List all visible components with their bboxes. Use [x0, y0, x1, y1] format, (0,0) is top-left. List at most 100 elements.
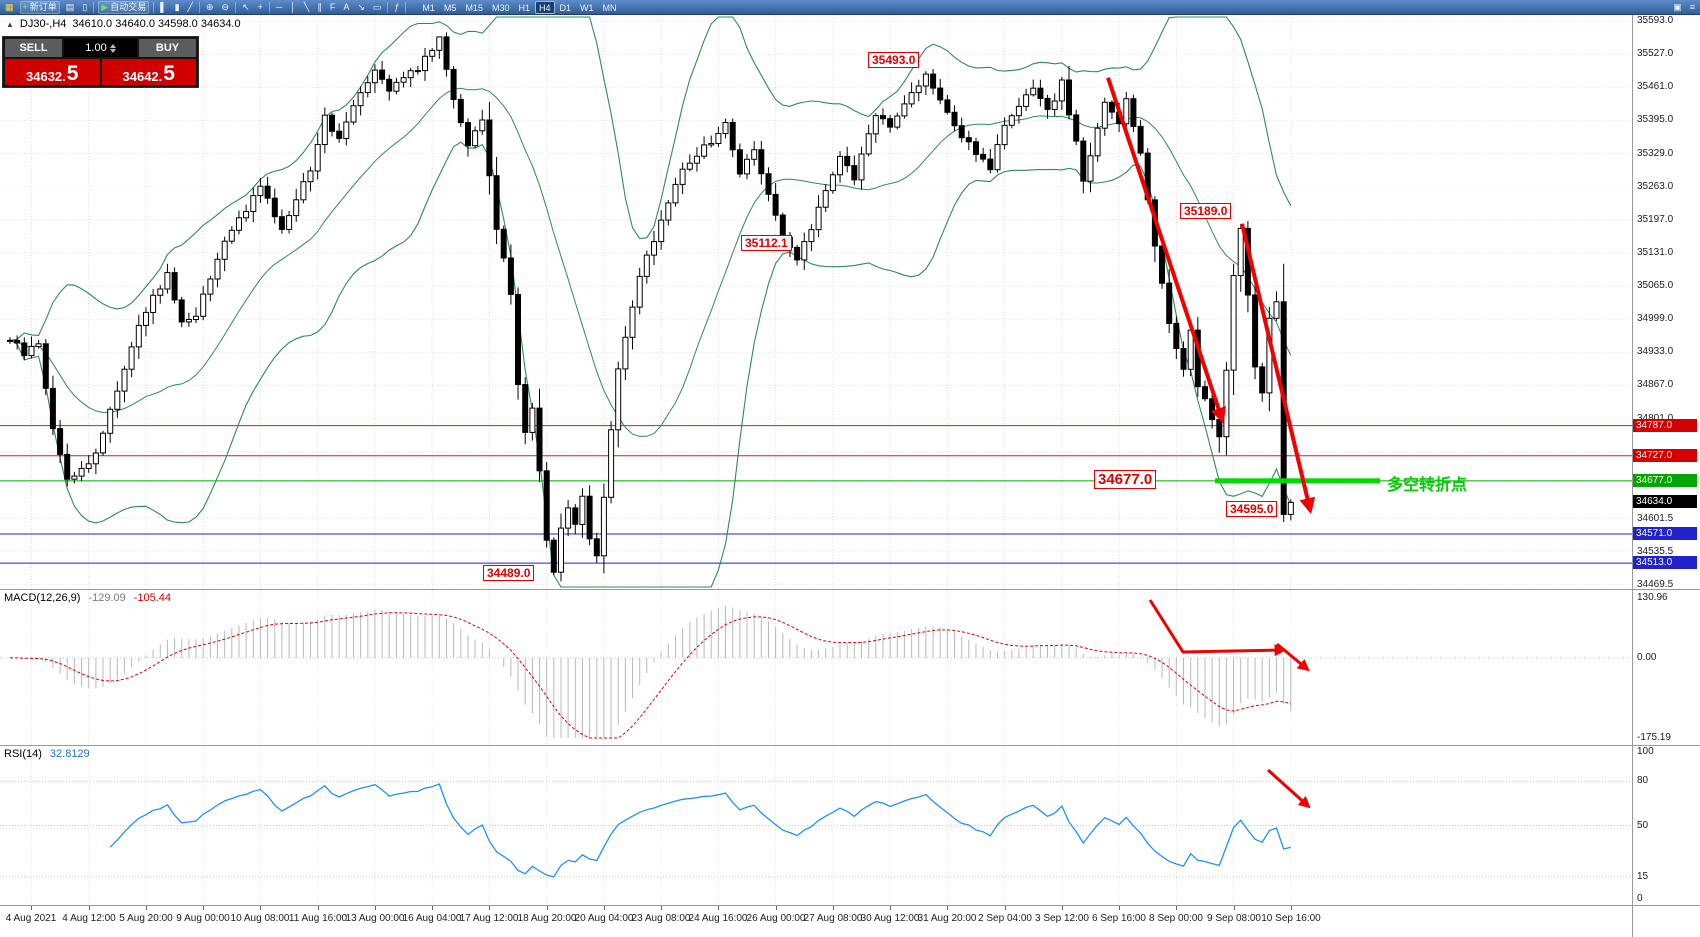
sell-price-big-digit: 5: [66, 62, 79, 85]
toolbar-separator: [405, 1, 407, 13]
zoom-in-icon[interactable]: ⊕: [204, 1, 216, 14]
time-axis-tick: [318, 906, 319, 910]
time-axis-label: 20 Aug 04:00: [574, 913, 634, 924]
arrow-tool-icon[interactable]: ↘: [355, 1, 367, 14]
one-click-trading-panel: SELL 1.00 BUY 34632. 5 34642. 5: [2, 36, 199, 88]
time-axis-label: 4 Aug 12:00: [62, 913, 116, 924]
time-axis-tick: [833, 906, 834, 910]
sell-button[interactable]: SELL: [5, 39, 62, 57]
timeframe-d1-button[interactable]: D1: [559, 2, 572, 13]
time-axis-tick: [203, 906, 204, 910]
crosshair-icon: +: [257, 1, 263, 12]
time-axis-tick: [947, 906, 948, 910]
panel-separator[interactable]: [0, 745, 1700, 746]
channel-icon: ∥: [317, 1, 322, 12]
fibonacci-icon[interactable]: F: [328, 1, 338, 14]
text-label-icon[interactable]: A: [341, 1, 351, 14]
time-axis-label: 30 Aug 12:00: [860, 913, 920, 924]
timeframe-h4-button[interactable]: H4: [534, 0, 555, 14]
timeframe-m1-button[interactable]: M1: [422, 2, 435, 13]
toolbar-separator: [93, 1, 95, 13]
trendline-icon[interactable]: ╲: [302, 1, 311, 14]
app-icon: ▦: [5, 1, 14, 12]
shapes-icon: ▭: [372, 1, 382, 12]
time-axis-tick: [1176, 906, 1177, 910]
timeframe-m5-button[interactable]: M5: [443, 2, 457, 13]
indicators-icon: ƒ: [394, 1, 400, 12]
chart-window-icon[interactable]: ▤: [64, 1, 77, 14]
horizontal-line-icon: ─: [275, 1, 283, 12]
new-order-button-label: 新订单: [29, 1, 57, 12]
buy-button[interactable]: BUY: [139, 39, 196, 57]
profiles-icon[interactable]: ▯: [80, 1, 89, 14]
autotrade-button[interactable]: ▶ 自动交易: [98, 0, 150, 14]
time-axis-label: 5 Aug 20:00: [119, 913, 173, 924]
macd-panel[interactable]: [0, 590, 1700, 745]
timeframe-mn-button[interactable]: MN: [602, 2, 617, 13]
time-axis-tick: [890, 906, 891, 910]
panel-separator[interactable]: [0, 589, 1700, 590]
crosshair-icon[interactable]: +: [256, 1, 265, 14]
time-axis-tick: [1119, 906, 1120, 910]
time-axis-tick: [146, 906, 147, 910]
panel-separator: [0, 905, 1700, 906]
candle-chart-icon[interactable]: ▮: [173, 1, 182, 14]
timeframe-h1-button[interactable]: H1: [518, 2, 530, 13]
time-axis-label: 13 Aug 00:00: [345, 913, 405, 924]
cursor-icon: ↖: [242, 1, 250, 12]
time-axis-label: 8 Sep 00:00: [1149, 913, 1203, 924]
time-axis-label: 26 Aug 00:00: [746, 913, 806, 924]
profiles-icon: ▯: [82, 1, 88, 12]
macd-name: MACD(12,26,9): [4, 592, 81, 604]
bar-chart-icon: ▌: [160, 1, 167, 12]
channel-icon[interactable]: ∥: [315, 1, 324, 14]
main-price-chart[interactable]: [0, 15, 1700, 589]
timeframe-m15-button[interactable]: M15: [465, 2, 483, 13]
toolbar: ▦ + 新订单 ▤ ▯ ▶ 自动交易 ▌ ▮ ╱ ⊕ ⊖ ↖ + ─ │ ╲ ∥ F A ↘ ▭ ƒ M1 M5 M15 M30 H1…: [0, 0, 1700, 15]
horizontal-line-icon[interactable]: ─: [274, 1, 284, 14]
volume-stepper[interactable]: 1.00: [64, 39, 137, 57]
app-icon[interactable]: ▦: [3, 1, 16, 14]
trendline-icon: ╲: [303, 1, 310, 12]
fullscreen-icon[interactable]: ▣: [1673, 1, 1682, 12]
indicators-icon[interactable]: ƒ: [392, 1, 401, 14]
bar-chart-icon[interactable]: ▌: [158, 1, 168, 14]
volume-spinner-icon[interactable]: [109, 43, 116, 53]
buy-price-big-digit: 5: [163, 62, 175, 85]
ohlc-values: 34610.0 34640.0 34598.0 34634.0: [72, 18, 241, 30]
toolbar-separator: [235, 1, 237, 13]
vertical-line-icon[interactable]: │: [288, 1, 298, 14]
zoom-out-icon[interactable]: ⊖: [220, 1, 232, 14]
sell-price[interactable]: 34632. 5: [5, 59, 100, 85]
buy-price[interactable]: 34642. 5: [101, 59, 196, 85]
timeframe-w1-button[interactable]: W1: [580, 2, 594, 13]
macd-signal-value: -105.44: [133, 592, 172, 604]
rsi-panel[interactable]: [0, 746, 1700, 905]
price-axis-separator: [1632, 15, 1633, 937]
new-order-button[interactable]: + 新订单: [19, 0, 60, 14]
time-axis-tick: [489, 906, 490, 910]
time-axis-label: 31 Aug 20:00: [917, 913, 977, 924]
time-axis-label: 24 Aug 16:00: [688, 913, 748, 924]
toolbar-separator: [153, 1, 155, 13]
cursor-icon[interactable]: ↖: [240, 1, 252, 14]
line-chart-icon[interactable]: ╱: [186, 1, 195, 14]
autotrade-button-label: 自动交易: [110, 1, 147, 12]
toolbar-separator: [268, 1, 270, 13]
autotrade-icon: ▶: [101, 1, 109, 12]
time-axis-label: 2 Sep 04:00: [978, 913, 1032, 924]
sell-price-main: 34632.: [26, 69, 66, 84]
time-axis-tick: [661, 906, 662, 910]
time-axis-tick: [1291, 906, 1292, 910]
menu-icon[interactable]: ≡: [1689, 1, 1695, 12]
zoom-in-icon: ⊕: [205, 1, 214, 12]
new-order-icon: +: [22, 1, 28, 12]
time-axis-label: 10 Sep 16:00: [1261, 913, 1321, 924]
macd-main-value: -129.09: [88, 592, 126, 604]
time-axis-tick: [432, 906, 433, 910]
timeframe-m30-button[interactable]: M30: [491, 2, 510, 13]
shapes-icon[interactable]: ▭: [371, 1, 384, 14]
fibonacci-icon: F: [329, 1, 336, 12]
rsi-label: RSI(14) 32.8129: [4, 748, 90, 760]
